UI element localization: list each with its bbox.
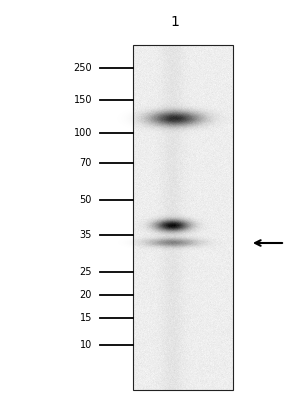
Text: 1: 1 <box>170 15 179 29</box>
Bar <box>133 45 233 390</box>
Text: 35: 35 <box>80 230 92 240</box>
Text: 150: 150 <box>74 95 92 105</box>
Text: 50: 50 <box>80 195 92 205</box>
Text: 20: 20 <box>80 290 92 300</box>
Text: 10: 10 <box>80 340 92 350</box>
Text: 250: 250 <box>73 63 92 73</box>
Text: 25: 25 <box>80 267 92 277</box>
Text: 100: 100 <box>74 128 92 138</box>
Text: 70: 70 <box>80 158 92 168</box>
Text: 15: 15 <box>80 313 92 323</box>
